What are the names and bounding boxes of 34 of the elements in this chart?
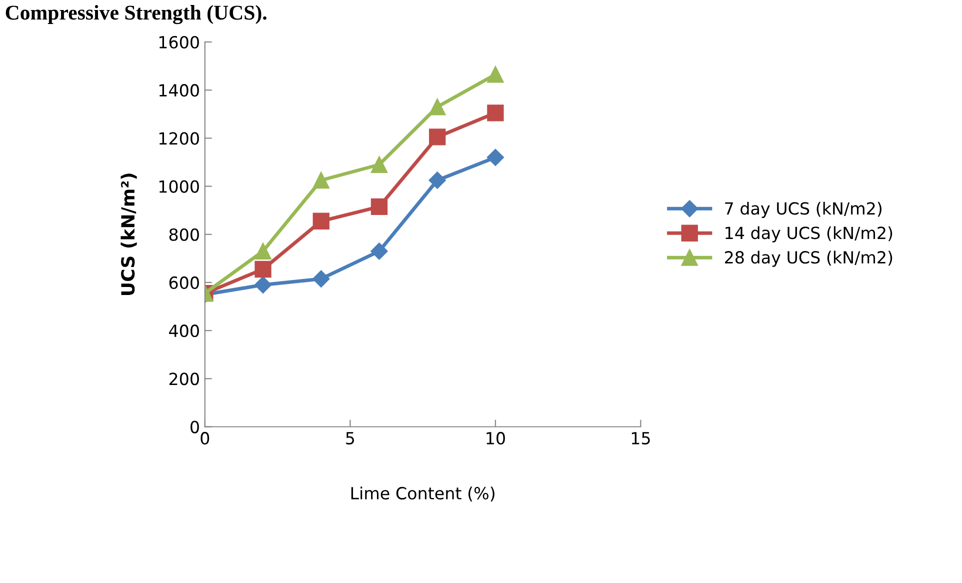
x-tick-label: 15 bbox=[632, 432, 650, 445]
point bbox=[370, 198, 388, 216]
point bbox=[370, 242, 388, 260]
point bbox=[486, 148, 504, 166]
y-tick-label: 1000 bbox=[159, 180, 199, 193]
point bbox=[428, 172, 446, 189]
x-tick-label: 0 bbox=[200, 432, 210, 445]
y-axis-title: UCS (kN/m²) bbox=[120, 174, 137, 295]
point bbox=[487, 104, 504, 122]
y-tick-label: 0 bbox=[190, 420, 199, 434]
x-tick-label: 10 bbox=[486, 432, 505, 445]
y-tick-label: 400 bbox=[169, 324, 199, 338]
legend-label: 28 day UCS (kN/m2) bbox=[724, 250, 892, 267]
legend-label: 14 day UCS (kN/m2) bbox=[726, 226, 892, 242]
y-tick-label: 800 bbox=[169, 228, 199, 241]
point bbox=[487, 66, 504, 83]
point bbox=[312, 172, 330, 189]
point bbox=[312, 212, 330, 230]
y-tick-label: 1400 bbox=[159, 84, 199, 97]
x-axis-title: Lime Content (%) bbox=[351, 486, 494, 502]
point bbox=[428, 98, 446, 116]
point bbox=[428, 128, 446, 146]
y-tick-label: 1200 bbox=[159, 132, 199, 145]
point bbox=[312, 270, 330, 288]
y-tick-label: 600 bbox=[169, 276, 199, 290]
point bbox=[254, 260, 272, 278]
point bbox=[254, 242, 272, 260]
y-tick-label: 1600 bbox=[159, 36, 199, 49]
x-tick-label: 5 bbox=[346, 432, 354, 445]
legend-label: 7 day UCS (kN/m2) bbox=[725, 202, 882, 218]
chart-title: Compressive Strength (UCS). bbox=[6, 5, 266, 24]
point bbox=[370, 156, 388, 173]
y-tick-label: 200 bbox=[169, 372, 199, 386]
point bbox=[254, 276, 272, 294]
